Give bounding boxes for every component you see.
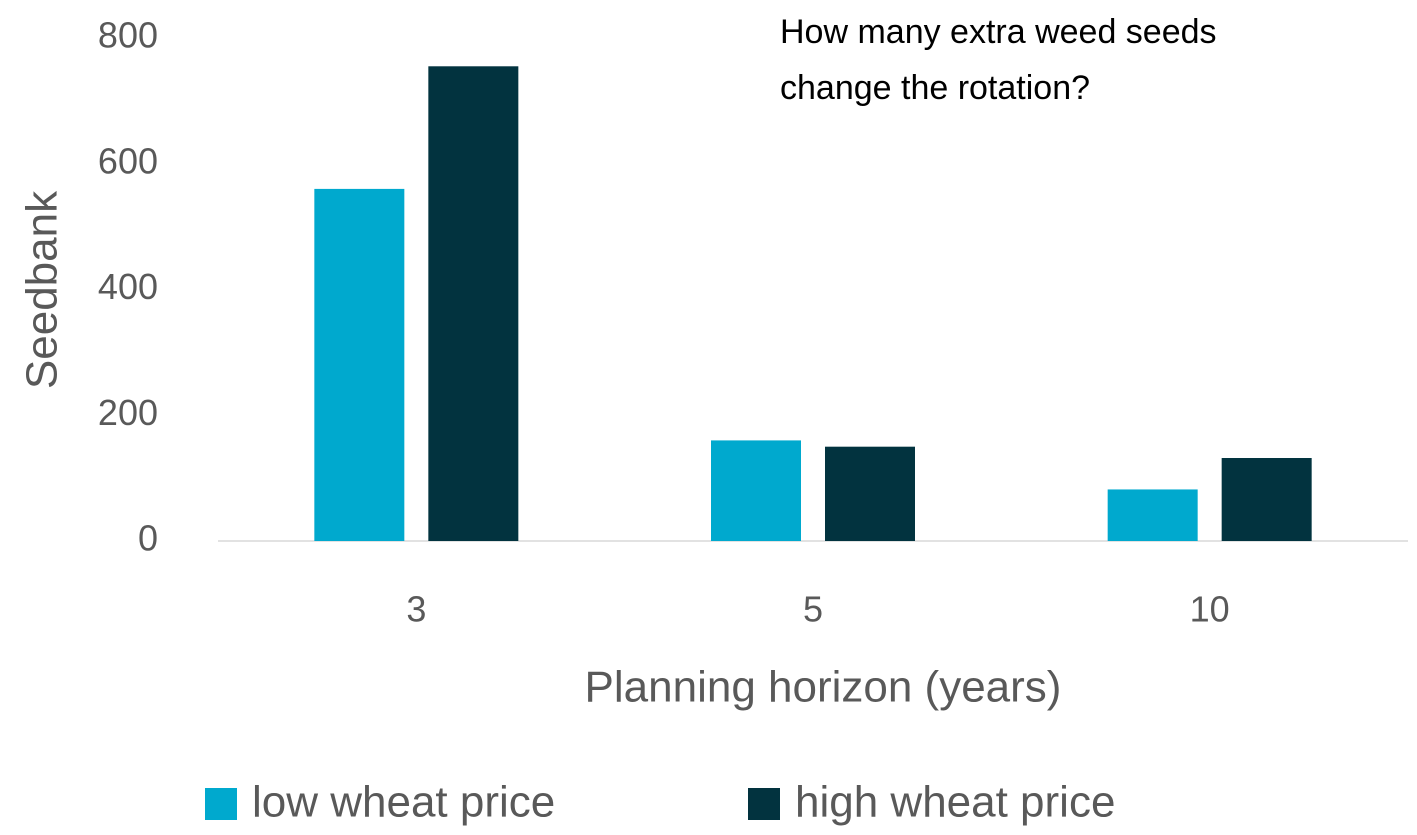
bar [1107,489,1198,541]
legend-label: low wheat price [252,778,555,827]
annotation-line: How many extra weed seeds [780,13,1217,51]
y-tick-label: 200 [98,392,158,433]
bar [314,188,405,541]
legend-swatch [748,788,780,820]
y-tick-label: 800 [98,15,158,56]
x-tick-label: 10 [1190,589,1230,630]
x-axis-label: Planning horizon (years) [585,663,1062,712]
annotation-line: change the rotation? [780,69,1090,107]
y-axis-label: Seedbank [18,190,67,389]
x-tick-label: 5 [803,589,823,630]
legend-swatch [205,788,237,820]
y-tick-label: 0 [138,518,158,559]
bar [825,446,915,541]
x-tick-label: 3 [406,589,426,630]
bar [711,440,801,541]
bar [1221,458,1312,541]
y-tick-label: 600 [98,140,158,181]
bar [428,66,519,541]
legend-label: high wheat price [795,778,1115,827]
y-tick-label: 400 [98,266,158,307]
